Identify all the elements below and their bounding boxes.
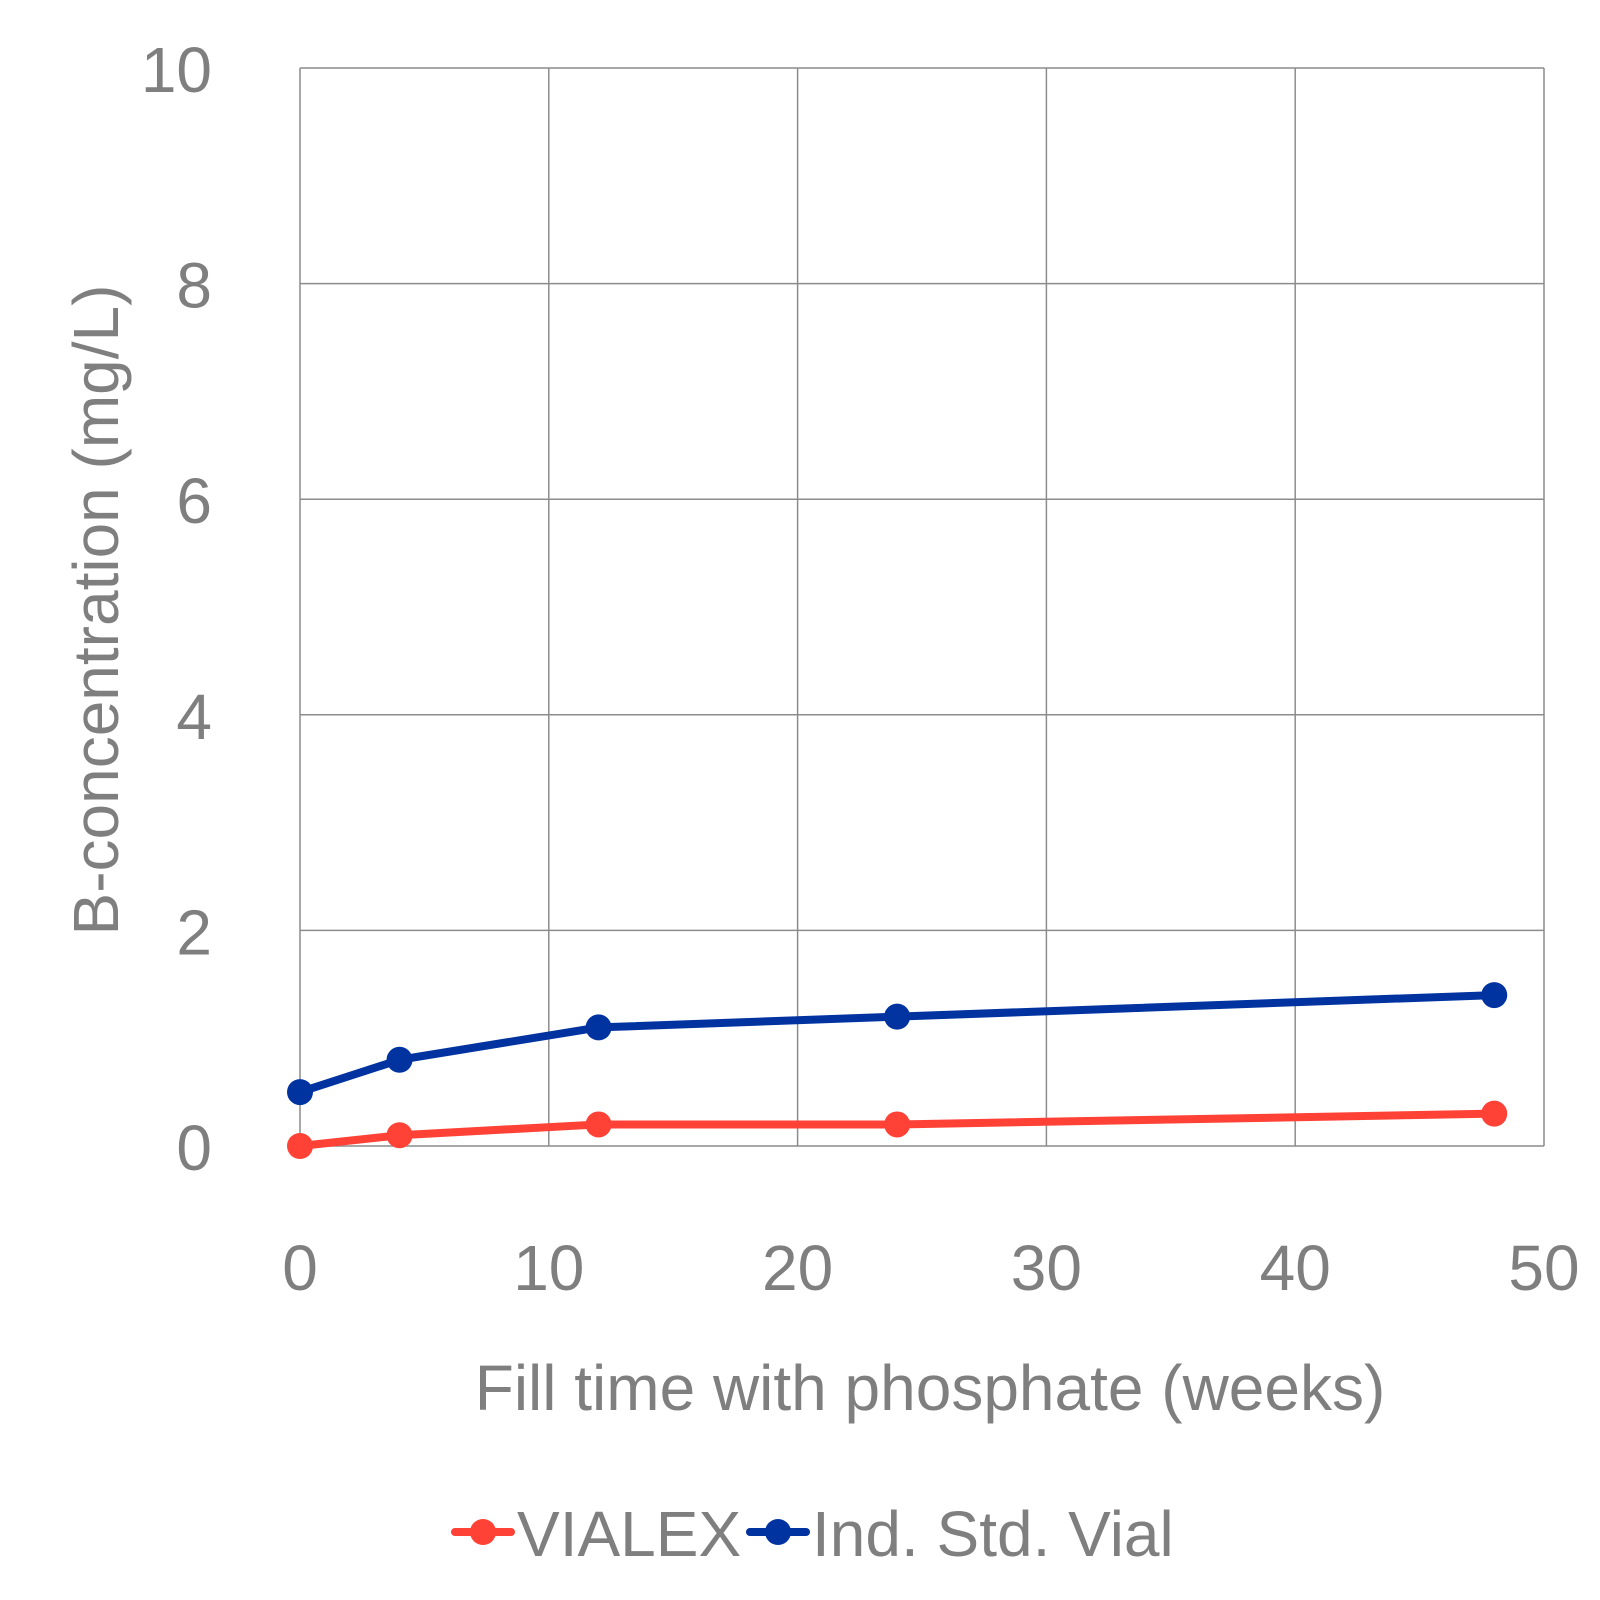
x-axis-title: Fill time with phosphate (weeks): [475, 1352, 1386, 1424]
legend-item: VIALEX: [451, 1498, 741, 1570]
y-tick-label: 8: [176, 250, 212, 322]
data-point: [1481, 1100, 1508, 1127]
data-point: [1481, 982, 1508, 1009]
legend-swatch-marker: [470, 1519, 496, 1545]
legend-label: VIALEX: [517, 1498, 741, 1570]
x-tick-label: 20: [762, 1232, 833, 1304]
y-tick-labels: 0 2 4 6 8 10: [141, 34, 212, 1184]
data-point: [287, 1133, 313, 1159]
data-point: [585, 1014, 612, 1041]
data-point: [386, 1046, 413, 1073]
y-axis-title: B-concentration (mg/L): [60, 285, 132, 936]
x-tick-label: 30: [1011, 1232, 1082, 1304]
data-point: [884, 1003, 911, 1030]
x-tick-label: 50: [1508, 1232, 1579, 1304]
y-tick-label: 4: [176, 681, 212, 753]
data-point: [386, 1122, 413, 1149]
legend-label: Ind. Std. Vial: [812, 1498, 1174, 1570]
y-tick-label: 6: [176, 465, 212, 537]
series-ind-std-vial: [287, 982, 1508, 1106]
series-layer: [287, 982, 1508, 1159]
data-point: [884, 1111, 911, 1138]
legend-item: Ind. Std. Vial: [746, 1498, 1174, 1570]
x-tick-label: 40: [1260, 1232, 1331, 1304]
data-point: [585, 1111, 612, 1138]
x-tick-labels: 0 10 20 30 40 50: [282, 1232, 1579, 1304]
legend: VIALEX Ind. Std. Vial: [451, 1498, 1174, 1570]
x-tick-label: 0: [282, 1232, 318, 1304]
x-tick-label: 10: [513, 1232, 584, 1304]
legend-swatch-marker: [765, 1519, 791, 1545]
y-tick-label: 2: [176, 896, 212, 968]
y-tick-label: 10: [141, 34, 212, 106]
data-point: [287, 1079, 313, 1106]
series-vialex: [287, 1100, 1508, 1159]
grid: [299, 67, 1545, 1147]
y-tick-label: 0: [176, 1112, 212, 1184]
